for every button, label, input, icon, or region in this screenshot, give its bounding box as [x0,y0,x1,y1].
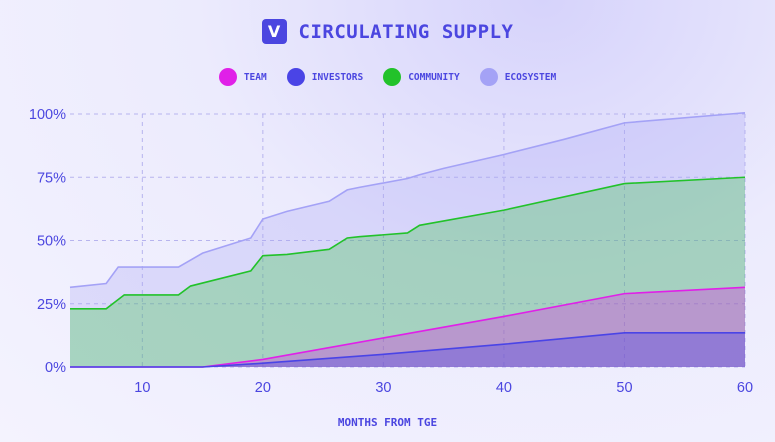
x-tick-label: 10 [134,380,150,396]
x-tick-label: 20 [255,380,271,396]
chart-title: CIRCULATING SUPPLY [298,20,514,43]
y-tick-label: 0% [45,360,66,376]
brand-logo-icon: V [261,19,287,44]
legend-item-team[interactable]: TEAM [218,68,267,86]
x-tick-label: 60 [737,380,753,396]
area-team [70,287,745,367]
y-tick-label: 100% [29,107,66,123]
x-tick-label: 30 [375,380,391,396]
legend-label: TEAM [243,71,267,83]
legend-item-ecosystem[interactable]: ECOSYSTEM [479,68,557,86]
area-layer [69,111,746,368]
legend-label: ECOSYSTEM [504,71,557,83]
series-line-investors [70,332,745,368]
legend-swatch [479,68,498,86]
series-line-ecosystem [69,111,746,289]
y-tick-label: 25% [37,297,66,313]
legend-item-community[interactable]: COMMUNITY [383,68,460,86]
x-tick-label: 50 [616,380,632,396]
legend-label: COMMUNITY [408,71,460,83]
legend-item-investors[interactable]: INVESTORS [286,68,364,86]
series-line-community [70,176,746,310]
y-tick-label: 50% [37,234,66,250]
legend-swatch [286,68,305,86]
area-investors [70,332,745,367]
area-community [70,177,745,367]
tick-layer: 0% 25% 50% 75% 100% 10 20 30 40 50 60 [29,107,753,396]
y-tick-label: 75% [37,170,66,186]
grid-layer [70,113,746,368]
x-tick-label: 40 [496,380,512,396]
legend-label: INVESTORS [311,71,364,83]
legend-swatch [383,68,402,86]
legend-swatch [218,68,237,86]
chart-legend: TEAM INVESTORS COMMUNITY ECOSYSTEM [0,68,775,86]
logo-letter: V [267,22,281,41]
x-axis-title: MONTHS FROM TGE [337,416,438,429]
chart-header: V CIRCULATING SUPPLY [0,19,775,44]
